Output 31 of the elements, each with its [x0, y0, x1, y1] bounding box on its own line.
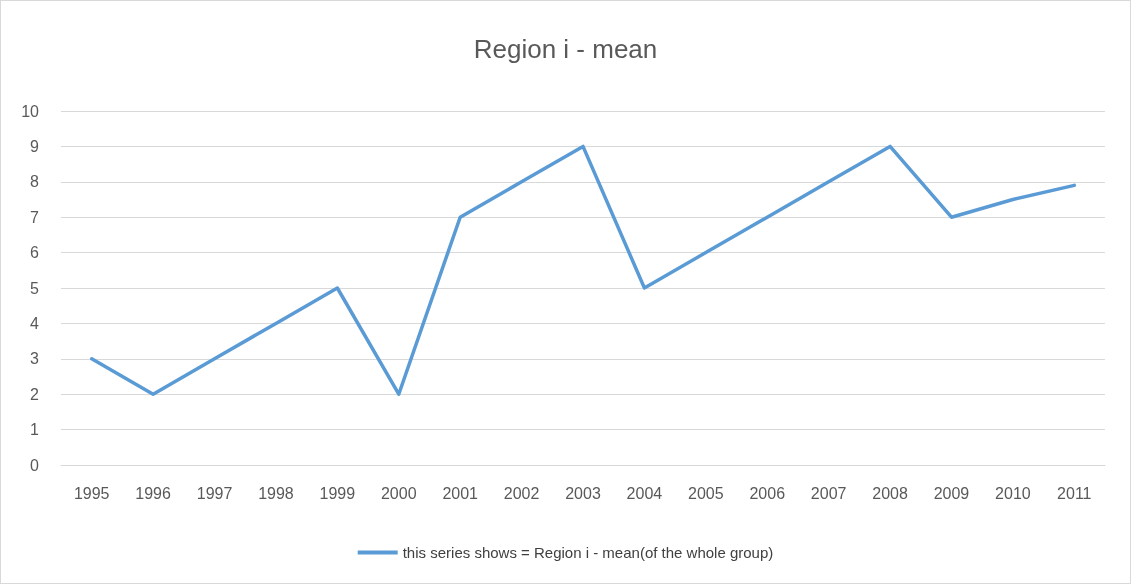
x-tick-label: 1997 — [196, 484, 233, 502]
y-tick-label: 9 — [30, 137, 40, 155]
chart-title: Region i - mean — [473, 34, 658, 64]
x-tick-label: 2003 — [565, 484, 601, 502]
x-tick-label: 1996 — [135, 484, 172, 502]
legend-label: this series shows = Region i - mean(of the whole group) — [402, 544, 774, 561]
line-series — [89, 144, 1077, 396]
x-tick-label: 2006 — [749, 484, 786, 502]
x-tick-label: 2000 — [380, 484, 417, 502]
y-tick-label: 6 — [30, 244, 40, 262]
y-tick-label: 8 — [30, 173, 40, 191]
y-tick-label: 0 — [30, 456, 40, 474]
x-tick-label: 2004 — [626, 484, 663, 502]
x-tick-label: 2009 — [933, 484, 970, 502]
x-tick-label: 2011 — [1057, 484, 1092, 502]
y-tick-label: 5 — [30, 279, 40, 297]
x-tick-label: 2008 — [872, 484, 908, 502]
x-tick-label: 2007 — [810, 484, 847, 502]
y-tick-label: 4 — [30, 314, 40, 332]
y-tick-label: 7 — [30, 208, 40, 226]
x-tick-label: 1995 — [73, 484, 110, 502]
x-tick-label: 2001 — [442, 484, 479, 502]
x-tick-label: 2010 — [995, 484, 1031, 502]
x-tick-label: 1998 — [258, 484, 294, 502]
y-tick-label: 2 — [30, 385, 40, 403]
y-tick-label: 1 — [30, 421, 40, 439]
y-tick-label: 3 — [30, 350, 40, 368]
x-tick-label: 2002 — [503, 484, 540, 502]
x-tick-label: 2005 — [688, 484, 724, 502]
x-tick-label: 1999 — [319, 484, 356, 502]
y-tick-label: 10 — [21, 102, 40, 120]
